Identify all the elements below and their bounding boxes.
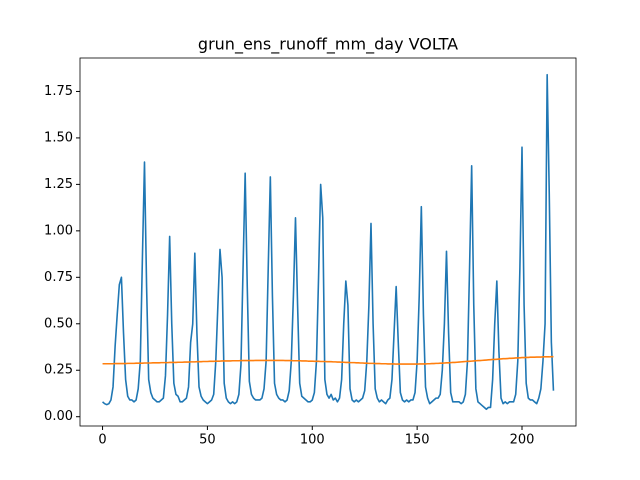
x-tick-label: 100 — [300, 433, 325, 448]
line-series — [102, 73, 555, 411]
axes-frame — [79, 57, 577, 427]
line-series — [102, 355, 554, 365]
y-tick-label: 0.25 — [44, 363, 73, 378]
x-tick-label: 150 — [405, 433, 430, 448]
y-tick-label: 0.50 — [44, 316, 73, 331]
chart-title: grun_ens_runoff_mm_day VOLTA — [198, 35, 458, 55]
y-tick-label: 1.50 — [44, 130, 73, 145]
y-tick-label: 1.00 — [44, 223, 73, 238]
y-tick-label: 0.00 — [44, 409, 73, 424]
y-tick-label: 1.75 — [44, 84, 73, 99]
x-tick-label: 200 — [510, 433, 535, 448]
x-tick-label: 0 — [98, 433, 106, 448]
x-tick-label: 50 — [199, 433, 216, 448]
y-tick-label: 1.25 — [44, 177, 73, 192]
y-tick-label: 0.75 — [44, 270, 73, 285]
